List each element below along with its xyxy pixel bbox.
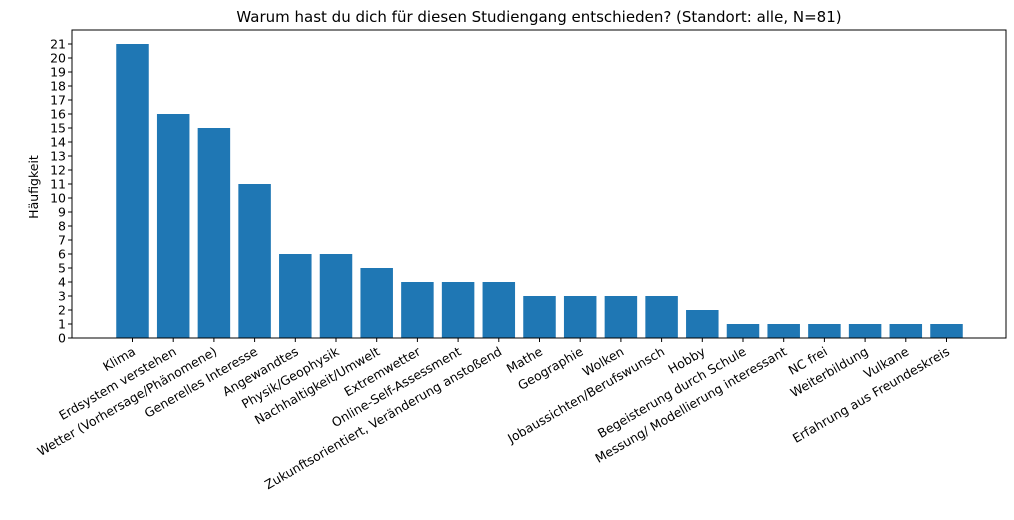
y-tick-label-16: 16 [50,107,66,122]
bars-group [116,44,963,338]
bar-12 [604,296,638,338]
y-tick-label-20: 20 [50,51,66,66]
bar-1 [156,114,190,338]
bar-11 [563,296,597,338]
bar-6 [360,268,393,338]
bar-17 [808,324,841,338]
y-tick-label-15: 15 [50,121,66,136]
y-tick-label-6: 6 [58,247,66,262]
y-tick-label-17: 17 [50,93,66,108]
y-tick-label-13: 13 [50,149,66,164]
y-tick-label-11: 11 [50,177,66,192]
y-tick-label-8: 8 [58,219,66,234]
y-tick-label-2: 2 [58,303,66,318]
bar-16 [767,324,800,338]
y-tick-label-4: 4 [58,275,66,290]
bar-20 [930,324,963,338]
y-tick-label-3: 3 [58,289,66,304]
bar-5 [319,254,353,338]
bar-15 [726,324,760,338]
bar-10 [523,296,556,338]
bar-19 [889,324,923,338]
chart-title: Warum hast du dich für diesen Studiengan… [236,8,841,26]
y-tick-label-7: 7 [58,233,66,248]
bar-13 [645,296,678,338]
bar-7 [401,282,434,338]
y-tick-label-5: 5 [58,261,66,276]
bar-9 [482,282,516,338]
bar-18 [848,324,882,338]
y-axis-label: Häufigkeit [26,155,41,219]
plot-frame [71,29,1007,339]
y-tick-label-0: 0 [58,331,66,346]
bar-2 [197,128,231,338]
y-tick-label-14: 14 [50,135,66,150]
y-tick-label-1: 1 [58,317,66,332]
bar-0 [116,44,149,338]
bar-3 [238,184,271,338]
bar-4 [279,254,312,338]
y-tick-label-10: 10 [50,191,66,206]
bar-14 [686,310,719,338]
y-tick-label-18: 18 [50,79,66,94]
y-tick-label-19: 19 [50,65,66,80]
bar-8 [441,282,475,338]
y-tick-label-9: 9 [58,205,66,220]
y-tick-label-12: 12 [50,163,66,178]
y-tick-label-21: 21 [50,37,66,52]
